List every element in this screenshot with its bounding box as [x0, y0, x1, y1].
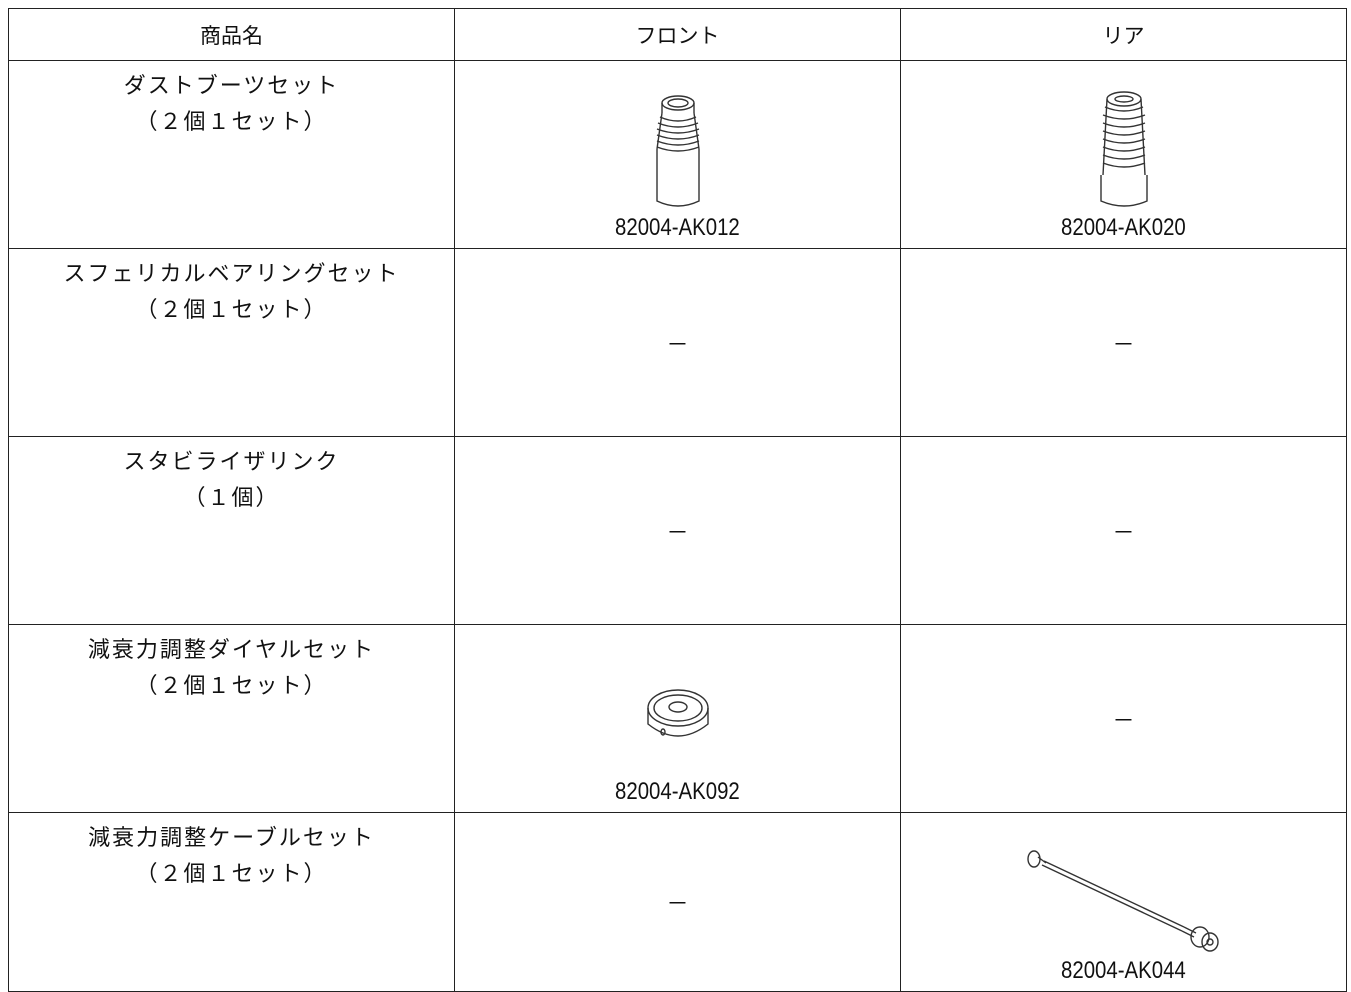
name: 減衰力調整ダイヤルセット: [87, 638, 376, 663]
row: ダストブーツセット （２個１セット） 82004-AK012 82004-AK02…: [8, 60, 1347, 249]
part-number: 82004-AK020: [1061, 214, 1186, 241]
front-cell: 82004-AK092: [454, 624, 901, 813]
dial-image: [646, 689, 709, 737]
rear-cell: 82004-AK020: [900, 60, 1347, 249]
rear-cell: －: [900, 624, 1347, 813]
part-number: 82004-AK044: [1061, 957, 1186, 984]
name: ダストブーツセット: [123, 74, 340, 99]
rear-cell: －: [900, 248, 1347, 437]
dust-boot-image: [1099, 91, 1148, 207]
quantity: （１個）: [183, 486, 280, 511]
cable-image: [1026, 850, 1219, 952]
rear-cell: －: [900, 436, 1347, 625]
row: 減衰力調整ダイヤルセット （２個１セット） 82004-AK092 －: [8, 624, 1347, 813]
quantity: （２個１セット）: [135, 674, 328, 699]
name-cell: 減衰力調整ケーブルセット （２個１セット）: [8, 812, 455, 992]
name-cell: 減衰力調整ダイヤルセット （２個１セット）: [8, 624, 455, 813]
name: 減衰力調整ケーブルセット: [88, 826, 375, 851]
cell-content: 82004-AK044: [901, 813, 1346, 991]
cell-content: 82004-AK020: [901, 61, 1346, 248]
row: スフェリカルベアリングセット （２個１セット） － －: [8, 248, 1347, 437]
dust-boot-image: [655, 95, 700, 207]
header-cell: リア: [900, 8, 1347, 61]
header-cell: 商品名: [8, 8, 455, 61]
quantity: （２個１セット）: [135, 862, 328, 887]
body: 商品名 フロント リア ダストブーツセット （２個１セット） 82004-AK01…: [8, 8, 1347, 992]
rear-cell: 82004-AK044: [900, 812, 1347, 992]
part-number: 82004-AK012: [615, 214, 740, 241]
quantity: （２個１セット）: [135, 298, 328, 323]
front-cell: －: [454, 436, 901, 625]
name: スタビライザリンク: [123, 450, 340, 475]
cell-content: 82004-AK092: [455, 625, 900, 812]
name-cell: スタビライザリンク （１個）: [8, 436, 455, 625]
header-cell: フロント: [454, 8, 901, 61]
cell-content: 82004-AK012: [455, 61, 900, 248]
row: 減衰力調整ケーブルセット （２個１セット） － 82004-AK044: [8, 812, 1347, 992]
name-cell: ダストブーツセット （２個１セット）: [8, 60, 455, 249]
quantity: （２個１セット）: [135, 110, 328, 135]
row: スタビライザリンク （１個） － －: [8, 436, 1347, 625]
part-number: 82004-AK092: [615, 778, 740, 805]
name: スフェリカルベアリングセット: [63, 262, 400, 287]
parts-table: 商品名 フロント リア ダストブーツセット （２個１セット） 82004-AK01…: [8, 8, 1347, 992]
page: parts table {"table": { "header": ["商品名"…: [8, 8, 1347, 992]
front-cell: －: [454, 248, 901, 437]
front-cell: 82004-AK012: [454, 60, 901, 249]
header-row: 商品名 フロント リア: [8, 8, 1347, 61]
front-cell: －: [454, 812, 901, 992]
name-cell: スフェリカルベアリングセット （２個１セット）: [8, 248, 455, 437]
